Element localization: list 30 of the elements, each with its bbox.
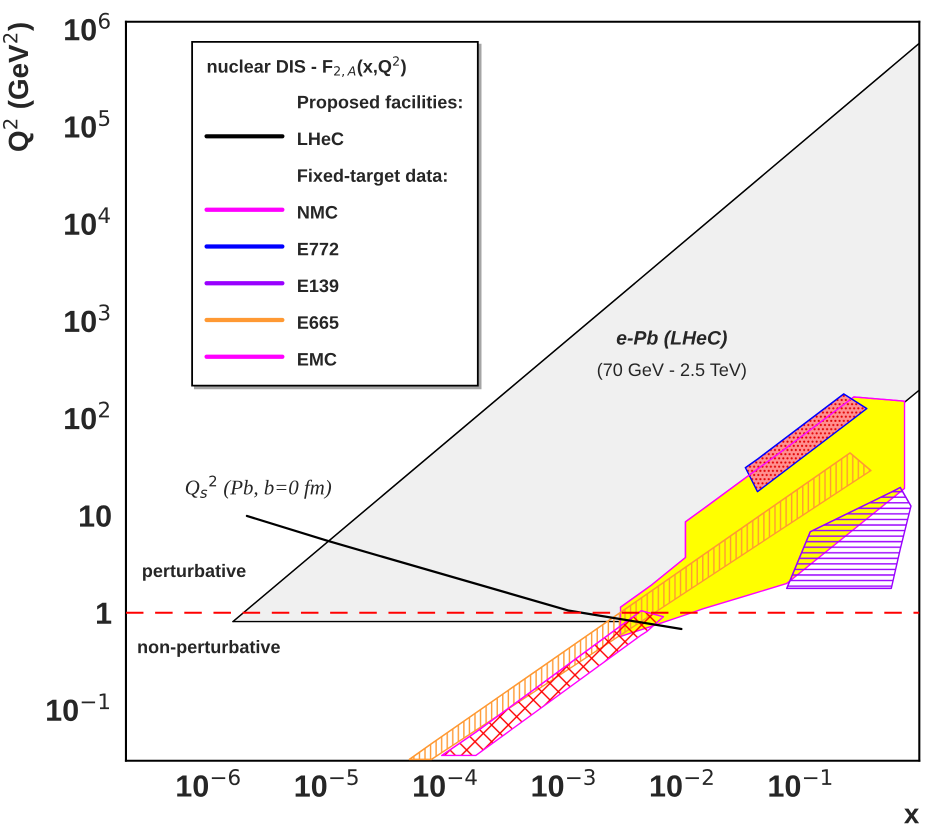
y-tick-label: 10$^{6}$ [65,12,110,41]
x-tick-label: 10$^{−2}$ [650,768,713,797]
legend-label: E139 [298,279,338,292]
x-tick-label: 10$^{−6}$ [177,768,240,797]
y-tick-label: 10$^{4}$ [65,207,110,236]
annotation: Fixed-target data: [298,168,447,186]
x-tick-label: 10$^{−5}$ [296,769,358,797]
annotation: Q$_{s}$$^{2}$ (Pb, b=0 fm) [186,476,332,499]
annotation: Proposed facilities: [298,95,462,112]
x-tick-label: 10$^{−3}$ [532,768,595,797]
legend-label: E772 [298,242,338,256]
x-axis-title: x [904,808,920,824]
annotation: non-perturbative [138,640,280,657]
legend-label: EMC [298,352,336,366]
y-axis-title: Q$^{2}$ (GeV$^{2}$) [2,23,34,151]
y-tick-label: 10$^{3}$ [65,304,110,332]
legend-title: nuclear DIS - F$_{2,A}$(x,Q$^{2}$) [208,56,406,78]
y-tick-label: 10$^{2}$ [65,402,109,430]
legend-label: E665 [298,316,338,329]
legend-label: NMC [298,206,338,219]
annotation: perturbative [143,564,246,581]
legend-label: LHeC [298,132,344,146]
y-tick-label: 10$^{5}$ [65,110,110,138]
y-tick-label: 10 [80,505,111,527]
annotation: (70 GeV - 2.5 TeV) [598,362,746,380]
annotation: e-Pb (LHeC) [616,330,727,349]
x-tick-label: 10$^{−4}$ [414,769,477,797]
y-tick-label: 10$^{−1}$ [47,694,109,722]
x-tick-label: 10$^{−1}$ [769,769,832,797]
y-tick-label: 1 [97,602,112,624]
